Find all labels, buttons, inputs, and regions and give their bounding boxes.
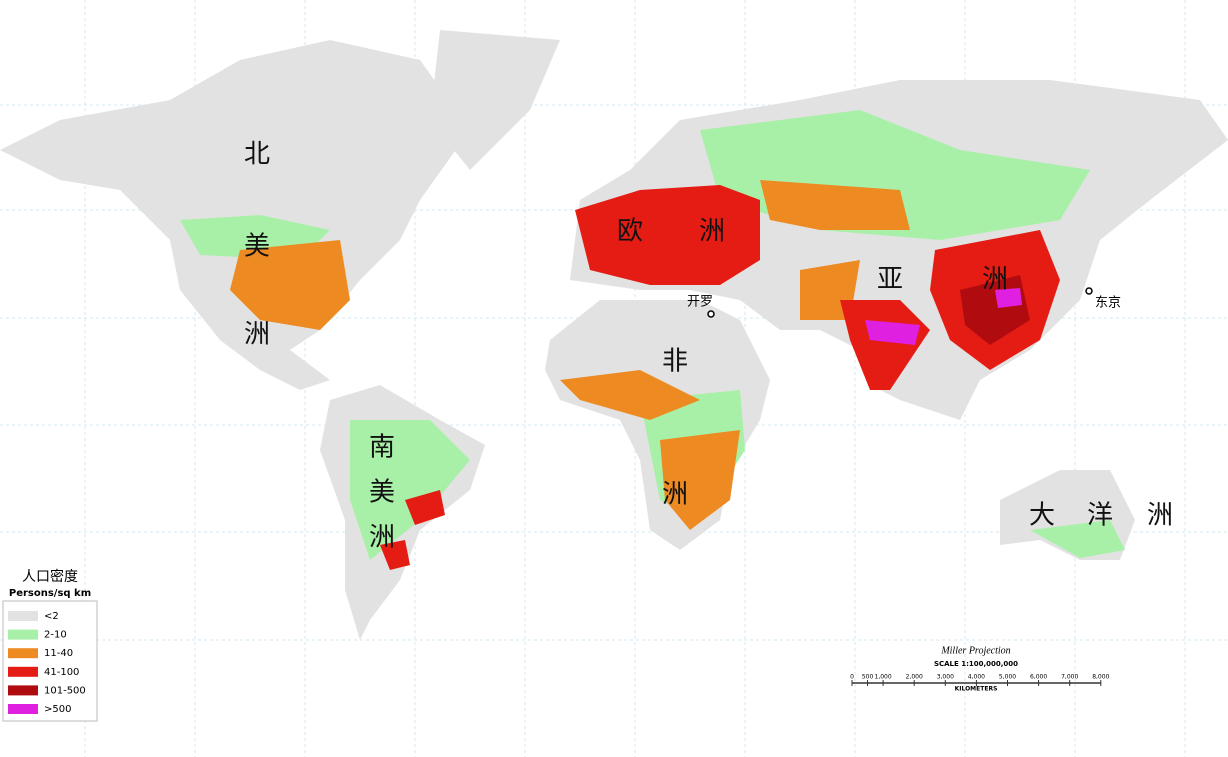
density-region [1030,520,1125,558]
continent-label: 美 [244,232,270,262]
legend-label: 41-100 [44,667,79,678]
continent-label: 欧 [617,217,643,247]
legend-title: 人口密度 [22,568,78,585]
continent-label: 大 [1029,501,1055,531]
legend-swatch [8,611,38,621]
continent-label: 洲 [699,217,725,247]
legend-swatch [8,685,38,696]
scale-unit: KILOMETERS [955,686,998,693]
cities: 开罗 东京 [687,287,1121,318]
legend-swatch [8,629,38,640]
density-region [865,320,920,345]
density-region [430,30,560,170]
city-marker [707,310,715,318]
density-region [350,420,470,560]
legend-label: 11-40 [44,648,73,659]
continent-label: 洋 [1087,501,1113,531]
scale-tick-label: 500 [862,674,874,681]
density-region [995,288,1022,308]
density-region [230,240,350,330]
continent-label: 洲 [662,480,688,510]
scale-tick-label: 8,000 [1092,674,1109,681]
continent-label: 洲 [369,523,395,553]
density-region [840,300,930,390]
density-region [575,185,760,285]
scale-tick-label: 5,000 [999,674,1016,681]
city-label: 东京 [1095,296,1121,311]
scale-tick-label: 0 [850,674,854,681]
scale-tick-label: 6,000 [1030,674,1047,681]
city-marker [1085,287,1093,295]
legend: 人口密度 Persons/sq km <2 2-10 11-40 41-100 101-… [2,568,98,722]
legend-subtitle: Persons/sq km [9,588,91,599]
density-region [760,180,910,230]
density-region [380,540,410,570]
legend-label: <2 [44,611,59,622]
continent-labels: 北美洲欧 洲亚 洲非洲南美洲大洋洲 [244,140,1173,553]
legend-label: 2-10 [44,630,67,641]
land [0,30,1228,640]
scale-ratio: SCALE 1:100,000,000 [934,660,1018,668]
legend-swatch [8,648,38,659]
projection: Miller Projection [940,645,1010,656]
continent-label: 亚 [877,265,903,295]
continent-label: 洲 [1147,501,1173,531]
density-region [560,370,700,420]
scale-tick-label: 7,000 [1061,674,1078,681]
scale-bar: Miller Projection SCALE 1:100,000,000 KI… [850,645,1109,692]
scale-tick-label: 4,000 [968,674,985,681]
density-region [0,40,470,390]
continent-label: 非 [662,347,688,377]
scale-tick-label: 3,000 [937,674,954,681]
density-region [405,490,445,525]
continent-label: 美 [369,478,395,508]
continent-label: 北 [244,140,270,170]
continent-label: 洲 [244,320,270,350]
density-region [660,430,740,530]
legend-swatch [8,704,38,714]
city-label: 开罗 [687,295,713,310]
legend-label: 101-500 [44,685,86,696]
legend-swatch [8,666,38,677]
scale-tick-label: 2,000 [906,674,923,681]
legend-label: >500 [44,704,71,715]
scale-tick-label: 1,000 [875,674,892,681]
continent-label: 南 [369,433,395,463]
continent-label: 洲 [982,265,1008,295]
